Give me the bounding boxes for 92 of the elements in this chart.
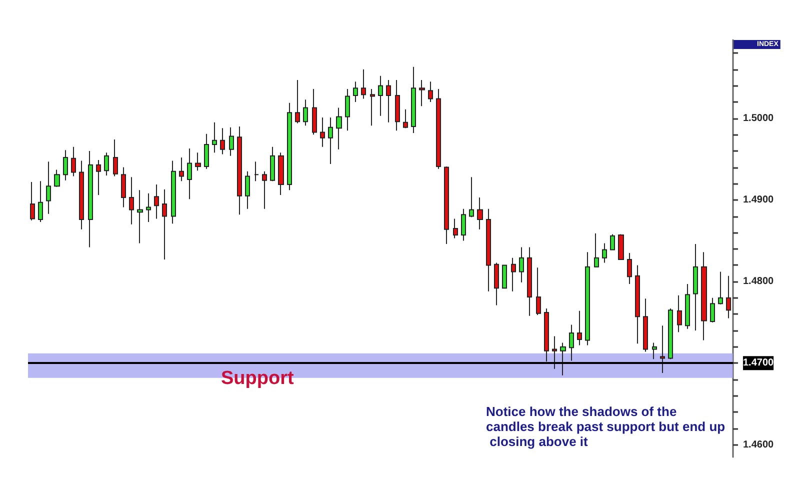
candlestick (436, 88, 441, 170)
candlestick (519, 246, 524, 283)
candlestick (536, 267, 541, 316)
candlestick (129, 176, 134, 225)
candlestick (353, 81, 358, 103)
candlestick (544, 308, 549, 362)
candlestick (643, 298, 648, 352)
candlestick (527, 246, 532, 316)
candlestick (220, 128, 225, 155)
candlestick (701, 252, 707, 341)
candlestick (88, 150, 93, 248)
candlestick (502, 264, 507, 289)
candlestick (179, 157, 184, 182)
candlestick (618, 234, 624, 260)
candlestick (96, 159, 101, 196)
candlestick (262, 170, 267, 210)
candlestick (560, 342, 566, 376)
candlestick (378, 75, 383, 116)
candlestick (146, 192, 151, 222)
candlestick (38, 180, 43, 222)
candlestick (419, 79, 425, 107)
candlestick (320, 117, 325, 148)
candlestick (121, 166, 126, 208)
y-tick-label: 1.5000 (743, 112, 774, 124)
candlestick (428, 81, 433, 103)
candlestick (403, 108, 408, 129)
candlestick (46, 161, 51, 214)
candlestick (370, 88, 375, 126)
candlestick (693, 244, 698, 332)
y-tick-label: 1.4800 (743, 276, 774, 288)
candlestick (660, 325, 665, 374)
annotation: Support (221, 368, 294, 390)
candlestick (710, 297, 715, 323)
candlestick (187, 148, 192, 200)
candlestick (411, 66, 416, 134)
candlestick (162, 188, 167, 260)
y-tick-label: 1.4900 (743, 194, 774, 206)
candlestick (204, 133, 209, 170)
candlestick (461, 208, 466, 242)
annotation: Notice how the shadows of the candles break past support but end up closing above it (486, 404, 726, 449)
candlestick (511, 257, 516, 292)
candlestick (171, 160, 176, 224)
candlestick (361, 68, 366, 100)
candlestick (494, 262, 499, 306)
candlestick (71, 146, 76, 177)
candlestick (486, 208, 491, 292)
candlestick (312, 88, 317, 136)
candlestick (113, 139, 118, 177)
candlestick (79, 160, 84, 230)
candlestick (303, 99, 308, 126)
candlestick (718, 271, 723, 305)
candlestick (635, 264, 640, 344)
candlestick (104, 152, 109, 176)
candlestick (627, 252, 632, 284)
candlestick (569, 324, 574, 362)
candlestick (54, 169, 60, 188)
y-tick-label: 1.4700 (743, 358, 774, 369)
candlestick (594, 232, 599, 268)
candlestick (245, 170, 250, 210)
candlestick (287, 102, 292, 191)
candlestick (685, 284, 690, 330)
y-tick-label: 1.4600 (743, 439, 774, 450)
candlestick (444, 166, 449, 245)
candlestick (345, 88, 350, 132)
candlestick (395, 79, 400, 132)
candlestick (668, 308, 673, 360)
candlestick (195, 152, 201, 172)
candlestick (278, 152, 284, 196)
candlestick (328, 117, 333, 165)
candlestick (254, 161, 259, 182)
candlestick (677, 294, 682, 333)
candlestick (577, 310, 582, 346)
candlestick (295, 79, 300, 124)
candlestick (30, 181, 35, 221)
candlestick (652, 342, 657, 360)
candlestick (469, 176, 474, 218)
candlestick (610, 234, 615, 250)
candlestick (154, 184, 159, 220)
candlestick (336, 107, 342, 150)
candlestick (237, 126, 242, 216)
candlestick (453, 218, 458, 239)
candlestick (63, 150, 68, 181)
candlestick (552, 336, 557, 370)
candlestick (229, 126, 234, 156)
candlestick (137, 190, 143, 244)
candlestick (585, 252, 590, 346)
candlestick (212, 122, 217, 154)
candlestick (602, 242, 607, 264)
candlestick (386, 79, 391, 123)
candlestick (270, 146, 275, 182)
candlestick (477, 196, 483, 230)
candlestick (726, 275, 731, 319)
